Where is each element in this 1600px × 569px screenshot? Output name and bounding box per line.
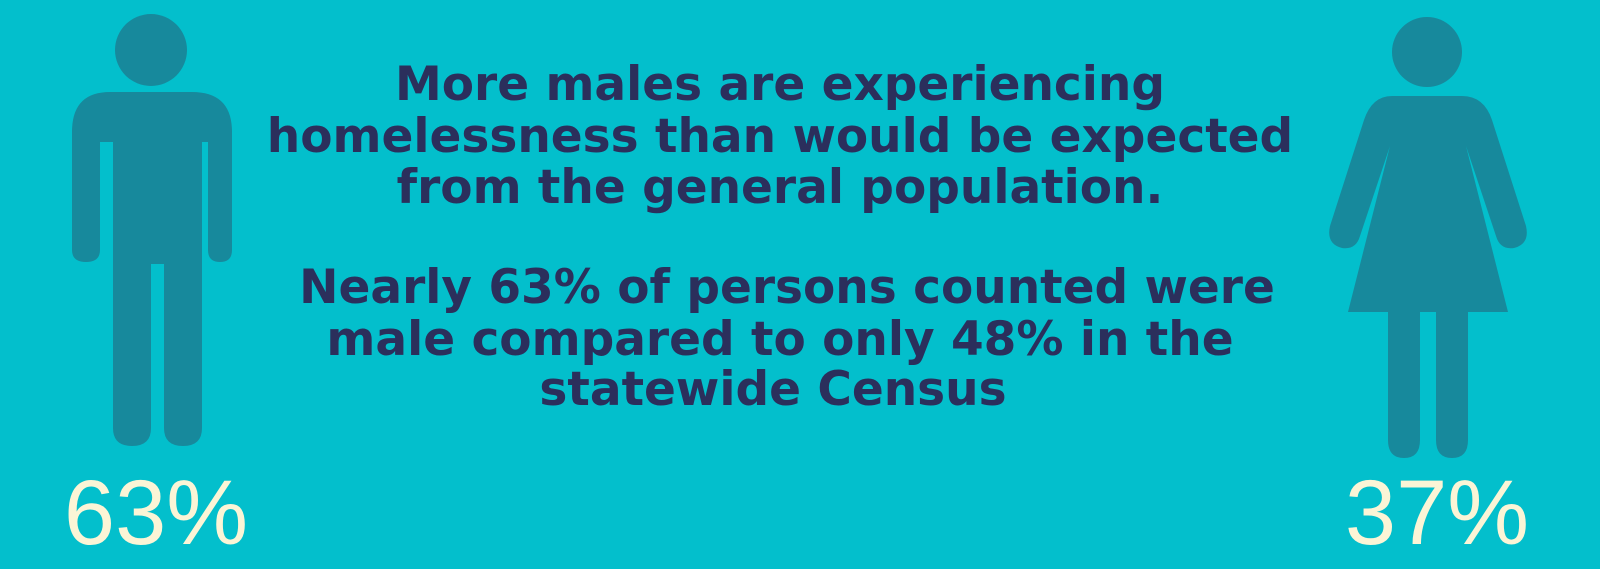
female-icon bbox=[1329, 17, 1527, 458]
headline-line: from the general population. bbox=[397, 160, 1164, 215]
detail-line: male compared to only 48% in the bbox=[326, 312, 1233, 367]
male-percent: 63% bbox=[64, 462, 248, 564]
headline-line: More males are experiencing bbox=[395, 57, 1165, 112]
detail-line: Nearly 63% of persons counted were bbox=[299, 260, 1275, 315]
headline-line: homelessness than would be expected bbox=[267, 109, 1293, 164]
detail-line: statewide Census bbox=[539, 362, 1006, 417]
male-icon bbox=[72, 14, 232, 446]
female-percent: 37% bbox=[1345, 462, 1529, 564]
